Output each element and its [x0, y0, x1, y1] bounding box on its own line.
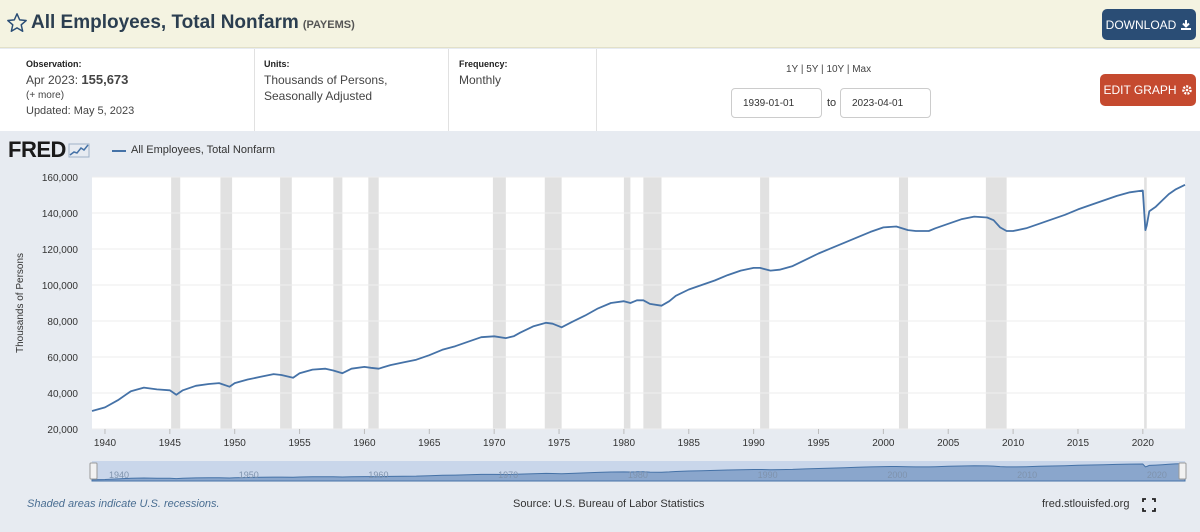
- recession-band: [760, 177, 770, 429]
- fred-logo: FRED: [8, 137, 90, 162]
- recession-band: [544, 177, 562, 429]
- fred-logo-text: FRED: [8, 137, 66, 162]
- units-label: Units:: [264, 59, 290, 69]
- recession-band: [985, 177, 1007, 429]
- x-tick-label: 1965: [418, 438, 441, 449]
- observation-value: 155,673: [81, 72, 129, 87]
- frequency-column: Frequency: Monthly: [448, 49, 596, 131]
- y-tick-label: 100,000: [42, 281, 79, 292]
- gear-icon: [1181, 85, 1192, 95]
- navigator-right-handle[interactable]: [1178, 462, 1187, 480]
- y-tick-label: 20,000: [47, 425, 78, 436]
- x-tick-label: 1960: [353, 438, 376, 449]
- recession-band: [492, 177, 506, 429]
- frequency-label: Frequency:: [459, 59, 508, 69]
- legend-swatch: [112, 150, 126, 152]
- x-tick-label: 2005: [937, 438, 960, 449]
- units-value-2: Seasonally Adjusted: [264, 89, 373, 103]
- navigator-tick-label: 2020: [1147, 470, 1167, 480]
- x-tick-label: 2000: [872, 438, 895, 449]
- recession-band: [368, 177, 379, 429]
- x-tick-label: 1945: [159, 438, 182, 449]
- fred-graph-icon: [68, 143, 90, 158]
- observation-date: Apr 2023:: [26, 73, 79, 87]
- recession-band: [898, 177, 909, 429]
- y-tick-label: 140,000: [42, 209, 79, 220]
- title-bar: All Employees, Total Nonfarm (PAYEMS) DOW…: [0, 0, 1200, 48]
- series-line: [91, 183, 1186, 412]
- legend-label: All Employees, Total Nonfarm: [131, 144, 276, 156]
- navigator-tick-label: 1960: [368, 470, 388, 480]
- range-5y[interactable]: 5Y: [806, 64, 819, 75]
- navigator-tick-label: 2000: [887, 470, 907, 480]
- x-tick-label: 2010: [1002, 438, 1025, 449]
- end-date-input[interactable]: [840, 88, 931, 118]
- fullscreen-icon[interactable]: [1142, 498, 1156, 512]
- navigator-tick-label: 1990: [758, 470, 778, 480]
- chart-area: 20,000 40,000 60,000 80,000 100,000 120,000 14…: [0, 131, 1200, 532]
- updated-date: Updated: May 5, 2023: [26, 105, 135, 117]
- y-tick-label: 40,000: [47, 389, 78, 400]
- recession-band: [280, 177, 292, 429]
- x-tick-label: 1975: [548, 438, 571, 449]
- range-links: 1Y | 5Y | 10Y | Max: [786, 64, 872, 75]
- navigator-tick-label: 1970: [498, 470, 518, 480]
- edit-graph-button[interactable]: EDIT GRAPH: [1100, 74, 1196, 106]
- edit-graph-label: EDIT GRAPH: [1103, 83, 1177, 97]
- x-tick-label: 1990: [743, 438, 766, 449]
- units-value-1: Thousands of Persons,: [264, 73, 388, 87]
- more-link[interactable]: (+ more): [26, 90, 65, 101]
- navigator-series: [91, 463, 1186, 482]
- start-date-input[interactable]: [731, 88, 822, 118]
- line-chart[interactable]: 20,000 40,000 60,000 80,000 100,000 120,000 14…: [0, 131, 1200, 491]
- plot-background: [92, 177, 1185, 429]
- source-note: Source: U.S. Bureau of Labor Statistics: [513, 498, 705, 510]
- x-tick-label: 1955: [288, 438, 311, 449]
- recession-band: [643, 177, 662, 429]
- download-button[interactable]: DOWNLOAD: [1102, 9, 1196, 40]
- x-tick-label: 2015: [1067, 438, 1090, 449]
- frequency-value: Monthly: [459, 73, 502, 87]
- navigator-tick-label: 1940: [109, 470, 129, 480]
- x-tick-label: 1970: [483, 438, 506, 449]
- observation-column: Observation: Apr 2023: 155,673 (+ more) …: [26, 49, 254, 131]
- recession-band: [220, 177, 233, 429]
- y-tick-label: 80,000: [47, 317, 78, 328]
- page-title: All Employees, Total Nonfarm (PAYEMS): [31, 12, 355, 34]
- x-tick-label: 1980: [613, 438, 636, 449]
- divider: [596, 49, 597, 131]
- range-10y[interactable]: 10Y: [826, 64, 845, 75]
- navigator-left-handle[interactable]: [89, 462, 98, 480]
- star-icon[interactable]: [6, 12, 28, 34]
- range-max[interactable]: Max: [852, 64, 872, 75]
- meta-panel: Observation: Apr 2023: 155,673 (+ more) …: [0, 49, 1200, 131]
- navigator-tick-label: 1980: [628, 470, 648, 480]
- recession-band: [1144, 177, 1147, 429]
- x-tick-label: 1940: [94, 438, 117, 449]
- recession-band: [171, 177, 181, 429]
- download-label: DOWNLOAD: [1105, 17, 1177, 32]
- units-column: Units: Thousands of Persons, Seasonally …: [254, 49, 448, 131]
- observation-line: Apr 2023: 155,673: [26, 72, 254, 88]
- y-axis-label: Thousands of Persons: [15, 253, 26, 353]
- series-id: (PAYEMS): [302, 19, 355, 31]
- x-tick-label: 1995: [807, 438, 830, 449]
- x-tick-label: 2020: [1132, 438, 1155, 449]
- y-tick-label: 160,000: [42, 173, 79, 184]
- fred-url[interactable]: fred.stlouisfed.org: [1042, 498, 1130, 510]
- y-tick-label: 60,000: [47, 353, 78, 364]
- download-icon: [1181, 19, 1192, 30]
- observation-label: Observation:: [26, 59, 82, 69]
- y-tick-label: 120,000: [42, 245, 79, 256]
- series-title: All Employees, Total Nonfarm: [31, 12, 299, 33]
- x-tick-label: 1985: [678, 438, 701, 449]
- recession-band: [333, 177, 343, 429]
- recession-note: Shaded areas indicate U.S. recessions.: [27, 498, 220, 510]
- to-label: to: [827, 97, 837, 109]
- x-tick-label: 1950: [224, 438, 247, 449]
- navigator-tick-label: 2010: [1017, 470, 1037, 480]
- range-1y[interactable]: 1Y: [786, 64, 799, 75]
- navigator-tick-label: 1950: [239, 470, 259, 480]
